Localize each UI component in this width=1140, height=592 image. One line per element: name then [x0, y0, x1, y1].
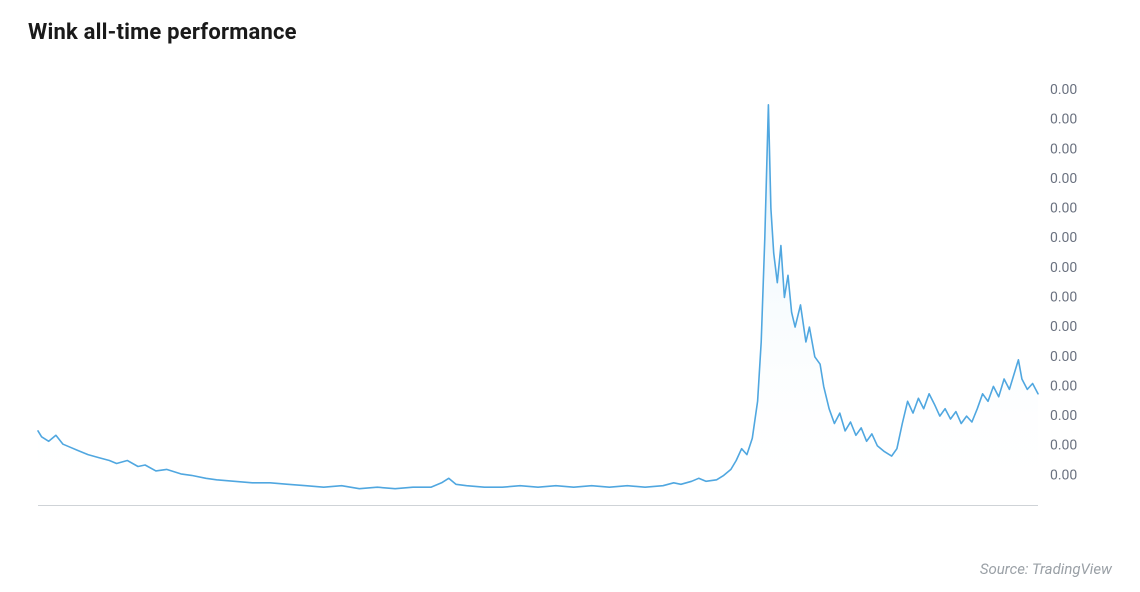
y-tick-label: 0.0028 — [1050, 82, 1078, 98]
chart-plot-area: 0.0002 0.0004 0.0006 0.0008 0.0010 0.0012 0.00… — [28, 45, 1112, 519]
y-tick-label: 0.0018 — [1050, 230, 1078, 246]
series-line — [38, 105, 1038, 489]
y-tick-label: 0.0006 — [1050, 408, 1078, 424]
y-tick-label: 0.0024 — [1050, 141, 1078, 157]
series-area — [38, 105, 1038, 505]
y-tick-label: 0.0016 — [1050, 260, 1078, 276]
y-tick-label: 0.0008 — [1050, 378, 1078, 394]
y-tick-label: 0.0004 — [1050, 438, 1078, 454]
y-tick-label: 0.0010 — [1050, 349, 1078, 365]
y-tick-label: 0.0022 — [1050, 171, 1078, 187]
y-tick-label: 0.0014 — [1050, 290, 1078, 306]
chart-title: Wink all-time performance — [28, 20, 1112, 45]
y-tick-label: 0.0020 — [1050, 201, 1078, 217]
chart-container: Wink all-time performance 0.00020.00040.… — [0, 0, 1140, 592]
chart-svg: 0.0002 0.0004 0.0006 0.0008 0.0010 0.0012 0.00… — [28, 45, 1078, 515]
chart-source-attribution: Source: TradingView — [980, 560, 1112, 578]
y-tick-label: 0.0012 — [1050, 319, 1078, 335]
y-tick-label: 0.0002 — [1050, 467, 1078, 483]
y-tick-label: 0.0026 — [1050, 112, 1078, 128]
